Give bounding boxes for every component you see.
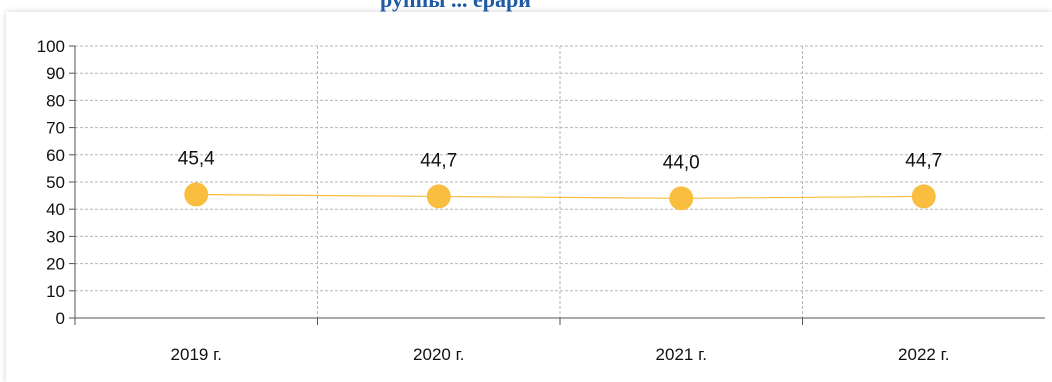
data-label: 44,7: [420, 150, 457, 171]
data-point: [669, 186, 694, 211]
x-tick-label: 2019 г.: [171, 345, 222, 364]
y-tick-label: 100: [37, 37, 65, 56]
y-tick-label: 0: [56, 309, 65, 328]
x-tick-label: 2021 г.: [656, 345, 707, 364]
x-tick-label: 2022 г.: [898, 345, 949, 364]
y-tick-label: 30: [46, 227, 65, 246]
data-label: 44,0: [663, 152, 700, 173]
chart-title: руппы ... ерари: [380, 0, 531, 13]
y-tick-label: 70: [46, 119, 65, 138]
data-label: 45,4: [178, 149, 215, 170]
y-tick-label: 40: [46, 200, 65, 219]
y-tick-label: 20: [46, 255, 65, 274]
data-point: [911, 184, 936, 209]
data-point: [426, 184, 451, 209]
y-tick-label: 10: [46, 282, 65, 301]
series-line: [196, 193, 924, 199]
y-tick-label: 80: [46, 91, 65, 110]
x-tick-label: 2020 г.: [413, 345, 464, 364]
y-tick-label: 60: [46, 146, 65, 165]
data-point: [184, 182, 209, 207]
data-label: 44,7: [905, 150, 942, 171]
y-tick-label: 90: [46, 64, 65, 83]
y-tick-label: 50: [46, 173, 65, 192]
